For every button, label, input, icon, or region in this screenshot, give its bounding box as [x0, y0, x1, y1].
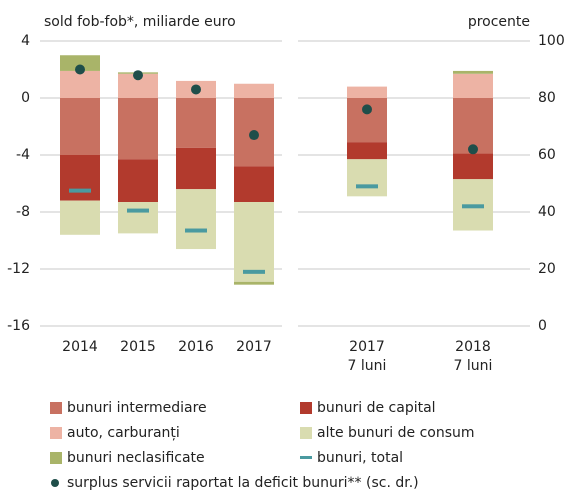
bar-segment	[347, 159, 387, 197]
legend-label: bunuri intermediare	[67, 400, 207, 416]
x-tick-label: 2018 7 luni	[453, 339, 493, 374]
x-tick-label: 2017 7 luni	[347, 339, 387, 374]
legend-swatch	[300, 456, 312, 459]
legend-swatch	[50, 427, 62, 439]
legend-label: surplus servicii raportat la deficit bun…	[67, 475, 419, 491]
bar-segment	[60, 98, 100, 155]
total-marker	[69, 188, 91, 193]
legend-label: bunuri, total	[317, 450, 403, 466]
bar-segment	[453, 153, 493, 180]
legend-label: bunuri neclasificate	[67, 450, 205, 466]
bar-segment	[118, 159, 158, 203]
bar-segment	[118, 202, 158, 234]
y-tick-label: -4	[16, 147, 30, 163]
surplus-dot	[362, 104, 372, 115]
y-tick-label: 4	[21, 33, 30, 49]
total-marker	[185, 228, 207, 233]
bar-segment	[234, 281, 274, 285]
legend-label: bunuri de capital	[317, 400, 436, 416]
x-tick-label: 2016	[178, 339, 214, 355]
bar-segment	[453, 70, 493, 74]
y2-tick-label: 40	[538, 204, 556, 220]
bar-segment	[60, 155, 100, 201]
surplus-dot	[133, 70, 143, 81]
surplus-dot	[191, 84, 201, 95]
surplus-dot	[468, 144, 478, 155]
y-tick-label: -8	[16, 204, 30, 220]
bar-segment	[60, 200, 100, 235]
bar-segment	[234, 83, 274, 98]
bar-segment	[60, 55, 100, 71]
y-tick-label: 0	[21, 90, 30, 106]
surplus-dot	[75, 64, 85, 75]
total-marker	[462, 204, 484, 209]
x-tick-label: 2015	[120, 339, 156, 355]
y-tick-label: -16	[7, 318, 30, 334]
legend-swatch	[300, 402, 312, 414]
legend-swatch	[50, 402, 62, 414]
bar-segment	[176, 147, 216, 190]
total-marker	[127, 208, 149, 213]
bar-segment	[60, 70, 100, 98]
total-marker	[356, 184, 378, 189]
bar-segment	[453, 73, 493, 98]
chart-title: sold fob-fob*, miliarde euro	[44, 14, 236, 30]
y2-axis-label: procente	[468, 14, 530, 30]
y2-tick-label: 20	[538, 261, 556, 277]
bar-segment	[176, 98, 216, 148]
y-tick-label: -12	[7, 261, 30, 277]
x-tick-label: 2014	[62, 339, 98, 355]
bar-segment	[176, 189, 216, 250]
legend-swatch	[51, 479, 59, 487]
x-tick-label: 2017	[236, 339, 272, 355]
y2-tick-label: 100	[538, 33, 565, 49]
bar-segment	[347, 86, 387, 98]
legend-swatch	[300, 427, 312, 439]
total-marker	[243, 269, 265, 274]
y2-tick-label: 80	[538, 90, 556, 106]
bar-segment	[118, 98, 158, 160]
legend-swatch	[50, 452, 62, 464]
y2-tick-label: 60	[538, 147, 556, 163]
bar-segment	[347, 142, 387, 160]
legend-label: auto, carburanți	[67, 425, 180, 441]
bar-segment	[234, 166, 274, 203]
legend-label: alte bunuri de consum	[317, 425, 475, 441]
bar-segment	[234, 202, 274, 282]
surplus-dot	[249, 130, 259, 141]
y2-tick-label: 0	[538, 318, 547, 334]
